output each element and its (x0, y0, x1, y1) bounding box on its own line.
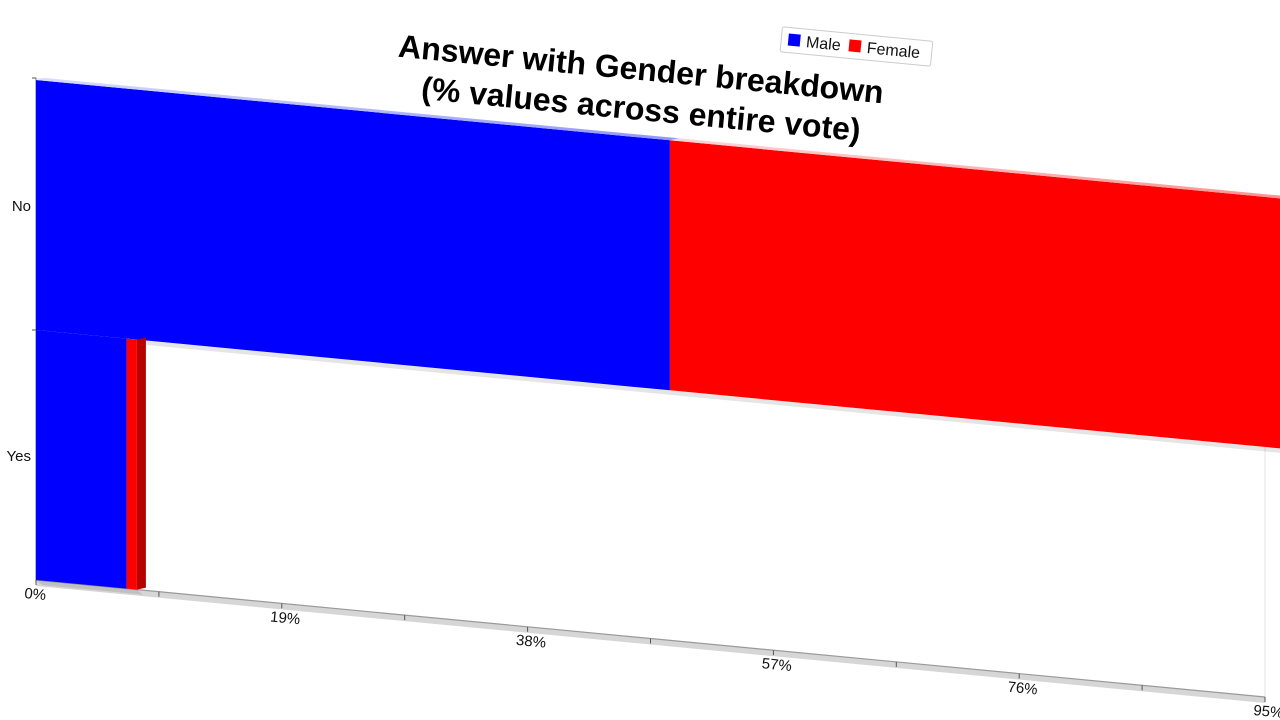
x-tick-label: 38% (515, 632, 547, 652)
bar-female-no (669, 140, 1280, 449)
legend-swatch-female (848, 39, 862, 53)
legend-label-male: Male (805, 34, 841, 54)
bar-shadows (36, 330, 1280, 595)
bars-group (36, 78, 1280, 590)
bar-female-yes (126, 338, 137, 590)
bar-male-yes (36, 330, 127, 589)
y-label-no: No (12, 198, 31, 215)
legend: Male Female (779, 26, 934, 67)
bar-top-male-no (36, 78, 679, 141)
x-tick-label: 0% (24, 585, 47, 604)
x-axis-ticks: 0% 19% 38% 57% 76% 95% (24, 580, 1280, 720)
x-tick-label: 19% (269, 608, 301, 628)
bar-shadow-no (36, 330, 1280, 453)
legend-label-female: Female (866, 40, 921, 62)
x-tick-label: 95% (1253, 702, 1280, 720)
x-tick-label: 57% (761, 655, 793, 675)
bar-side-female-yes (136, 337, 146, 590)
x-tick-label: 76% (1007, 679, 1039, 699)
legend-swatch-male (787, 33, 801, 47)
bar-shadow-yes (36, 580, 143, 595)
bar-male-no (36, 80, 670, 391)
bar-top-female-no (669, 138, 1280, 199)
y-axis-ticks: No Yes (7, 77, 36, 465)
y-label-yes: Yes (7, 448, 31, 465)
